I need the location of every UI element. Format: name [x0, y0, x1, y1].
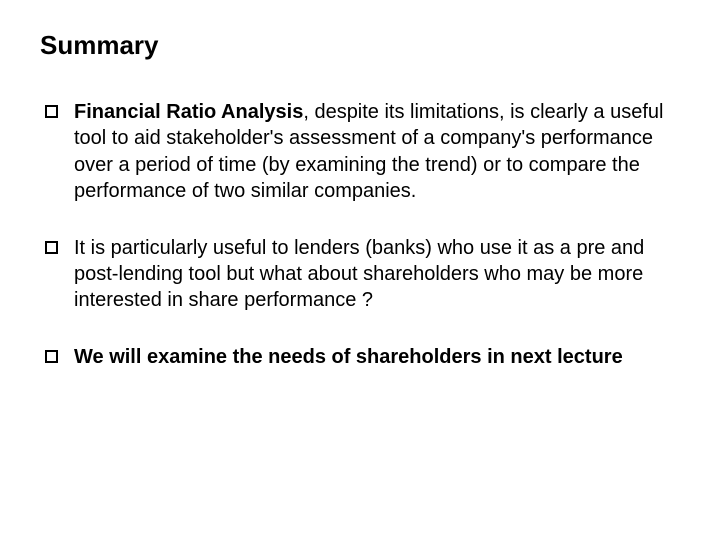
square-bullet-icon	[45, 105, 58, 118]
list-item: It is particularly useful to lenders (ba…	[40, 235, 680, 314]
square-bullet-icon	[45, 350, 58, 363]
list-item: Financial Ratio Analysis, despite its li…	[40, 99, 680, 205]
list-item: We will examine the needs of shareholder…	[40, 344, 680, 370]
slide: Summary Financial Ratio Analysis, despit…	[0, 0, 720, 540]
bullet-list: Financial Ratio Analysis, despite its li…	[40, 99, 680, 370]
bullet-bold-lead: Financial Ratio Analysis	[74, 101, 303, 123]
bullet-text: It is particularly useful to lenders (ba…	[74, 237, 644, 312]
bullet-bold-lead: We will examine the needs of shareholder…	[74, 346, 623, 368]
slide-title: Summary	[40, 30, 680, 61]
square-bullet-icon	[45, 241, 58, 254]
